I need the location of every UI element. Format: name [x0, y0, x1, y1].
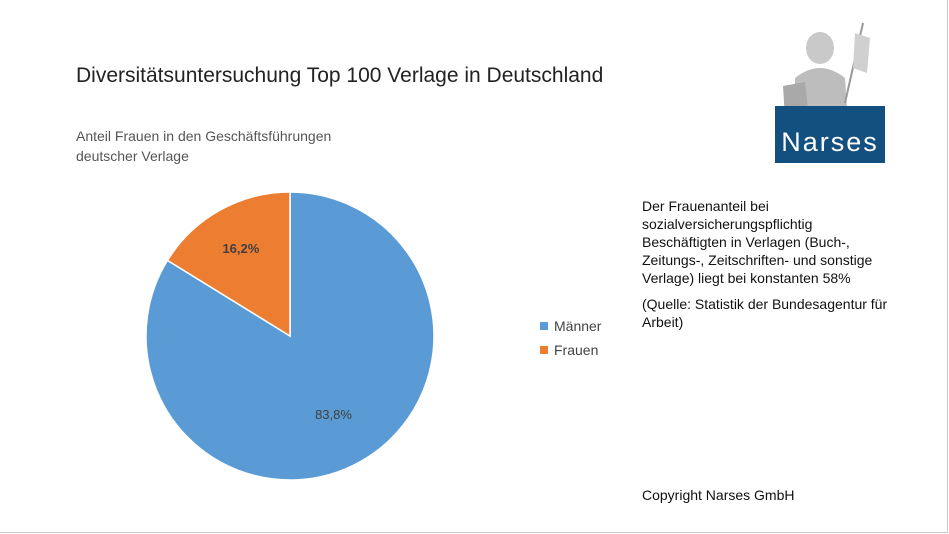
legend-item-frauen: Frauen — [540, 338, 601, 362]
copyright: Copyright Narses GmbH — [642, 487, 795, 503]
legend-item-maenner: Männer — [540, 314, 601, 338]
legend-swatch — [540, 346, 548, 354]
logo-flag — [853, 33, 870, 73]
chart-title: Anteil Frauen in den Geschäftsführungen … — [76, 126, 396, 166]
pie-slice-maenner — [145, 191, 435, 481]
logo-figure-head — [806, 32, 834, 64]
legend-label: Männer — [554, 318, 602, 334]
data-label: 83,8% — [315, 407, 352, 422]
legend: Männer Frauen — [540, 314, 601, 362]
data-label: 16,2% — [222, 241, 259, 256]
slide-title: Diversitätsuntersuchung Top 100 Verlage … — [76, 64, 604, 87]
logo-box — [775, 106, 885, 163]
narses-logo: Narses — [775, 22, 885, 163]
logo-figure-body — [795, 68, 847, 108]
pie-slice-frauen — [166, 191, 291, 338]
chart-title-line: Anteil Frauen in den Geschäftsführungen — [76, 128, 332, 144]
legend-label: Frauen — [554, 342, 599, 358]
pie-chart: 83,8% 16,2% — [145, 191, 435, 481]
note-textbox: Der Frauenanteil bei sozialversicherungs… — [642, 197, 892, 339]
logo-text: Narses — [781, 127, 879, 157]
note-source: (Quelle: Statistik der Bundesagentur für… — [642, 296, 888, 330]
note-text: Der Frauenanteil bei sozialversicherungs… — [642, 198, 873, 286]
chart-title-line: deutscher Verlage — [76, 148, 189, 164]
legend-swatch — [540, 322, 548, 330]
